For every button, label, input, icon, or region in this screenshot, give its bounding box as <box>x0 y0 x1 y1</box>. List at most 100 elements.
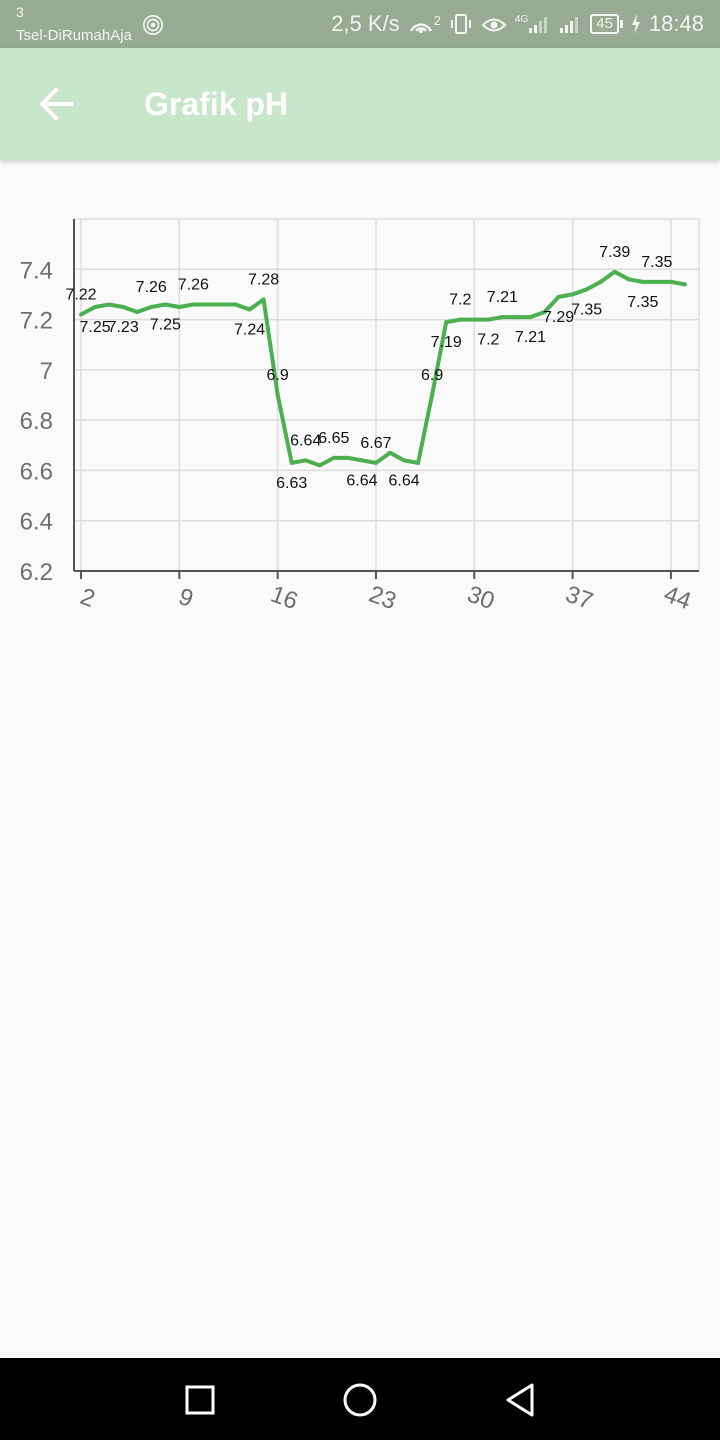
signal-icon <box>560 17 579 33</box>
data-label: 7.24 <box>234 322 265 339</box>
data-point <box>373 460 378 465</box>
data-point <box>542 310 547 315</box>
data-point <box>486 317 491 322</box>
back-nav-button[interactable] <box>492 1372 548 1428</box>
data-label: 7.23 <box>108 319 139 336</box>
recents-button[interactable] <box>172 1372 228 1428</box>
data-label: 7.29 <box>543 309 574 326</box>
data-point <box>472 317 477 322</box>
data-point <box>261 297 266 302</box>
data-label: 7.39 <box>599 244 630 261</box>
data-point <box>247 307 252 312</box>
data-point <box>359 458 364 463</box>
data-label: 6.64 <box>290 432 321 449</box>
data-point <box>626 277 631 282</box>
data-point <box>331 455 336 460</box>
triangle-back-icon <box>506 1383 534 1417</box>
data-label: 7.19 <box>431 334 462 351</box>
plot-frame <box>73 218 700 572</box>
data-point <box>612 269 617 274</box>
clock: 18:48 <box>648 11 704 36</box>
data-label: 7.25 <box>150 316 181 333</box>
x-tick-label: 30 <box>464 581 498 616</box>
data-label: 7.35 <box>641 254 672 271</box>
data-label: 7.2 <box>449 292 471 309</box>
x-tick-label: 37 <box>562 581 596 616</box>
data-label: 6.9 <box>267 367 289 384</box>
y-tick-label: 6.2 <box>20 559 53 586</box>
data-point <box>444 320 449 325</box>
data-label: 6.9 <box>421 367 443 384</box>
x-tick-label: 9 <box>175 583 197 613</box>
data-label: 7.35 <box>571 301 602 318</box>
x-tick-label: 2 <box>77 583 99 613</box>
data-point <box>177 305 182 309</box>
network-speed: 2,5 K/s <box>331 11 400 36</box>
app-bar: Grafik pH <box>0 48 720 160</box>
data-point <box>149 305 154 309</box>
data-point <box>303 458 308 463</box>
arrow-left-icon <box>39 87 73 121</box>
data-label: 7.26 <box>136 279 167 296</box>
y-tick-label: 7 <box>40 358 53 385</box>
sim-slot: 3 <box>16 4 24 20</box>
data-point <box>275 393 280 397</box>
data-label: 7.21 <box>515 329 546 346</box>
data-label: 6.64 <box>388 472 419 489</box>
data-label: 7.26 <box>178 276 209 293</box>
data-point <box>219 302 224 307</box>
hotspot-count: 2 <box>433 13 441 28</box>
hotspot-icon <box>143 15 163 35</box>
data-point <box>402 458 407 463</box>
circle-home-icon <box>343 1383 377 1417</box>
x-tick-label: 16 <box>267 581 301 616</box>
y-tick-label: 6.4 <box>20 509 53 536</box>
carrier-name: Tsel-DiRumahAja <box>16 27 132 44</box>
battery-icon: 45 <box>590 14 623 34</box>
charging-icon <box>631 14 640 34</box>
data-point <box>205 302 210 307</box>
data-label: 7.28 <box>248 271 279 288</box>
page-title: Grafik pH <box>144 86 289 122</box>
data-point <box>598 279 603 284</box>
data-point <box>654 279 659 284</box>
data-label: 7.21 <box>487 289 518 306</box>
network-type: 4G <box>514 14 529 25</box>
x-tick-label: 23 <box>365 581 399 616</box>
data-label: 7.25 <box>79 319 110 336</box>
data-point <box>640 279 645 284</box>
data-point <box>556 294 561 299</box>
data-point <box>191 302 196 307</box>
data-point <box>93 305 98 309</box>
data-point <box>317 463 322 468</box>
data-label: 7.35 <box>627 294 658 311</box>
ph-line-chart: 6.2 6.4 6.6 6.8 7 7.2 7.4 2 9 16 23 30 37 44 7.22 7.25… <box>20 218 700 616</box>
x-tick-label: 44 <box>660 581 694 616</box>
home-button[interactable] <box>332 1372 388 1428</box>
chart-grid <box>73 218 700 572</box>
data-point <box>682 282 687 287</box>
data-point <box>345 455 350 460</box>
status-bar: 3 Tsel-DiRumahAja 2,5 K/s 2 4G <box>0 0 720 48</box>
chart-data-labels: 7.227.257.237.267.257.267.247.286.96.636… <box>65 244 672 492</box>
data-point <box>500 315 505 320</box>
back-button[interactable] <box>24 72 88 136</box>
data-point <box>135 310 140 315</box>
data-point <box>458 317 463 322</box>
hotspot-active-icon: 2 <box>408 13 441 35</box>
data-point <box>668 279 673 284</box>
vibrate-icon <box>450 14 471 34</box>
data-point <box>233 302 238 307</box>
data-label: 6.67 <box>360 435 391 452</box>
data-point <box>514 315 519 320</box>
y-tick-label: 7.2 <box>20 308 53 335</box>
data-point <box>107 302 112 307</box>
chart-series <box>79 269 687 468</box>
data-point <box>416 460 421 465</box>
square-recents-icon <box>185 1385 215 1415</box>
data-point <box>388 450 393 455</box>
eye-icon <box>481 18 507 32</box>
battery-level: 45 <box>590 14 619 34</box>
data-point <box>570 292 575 297</box>
data-point <box>289 460 294 465</box>
